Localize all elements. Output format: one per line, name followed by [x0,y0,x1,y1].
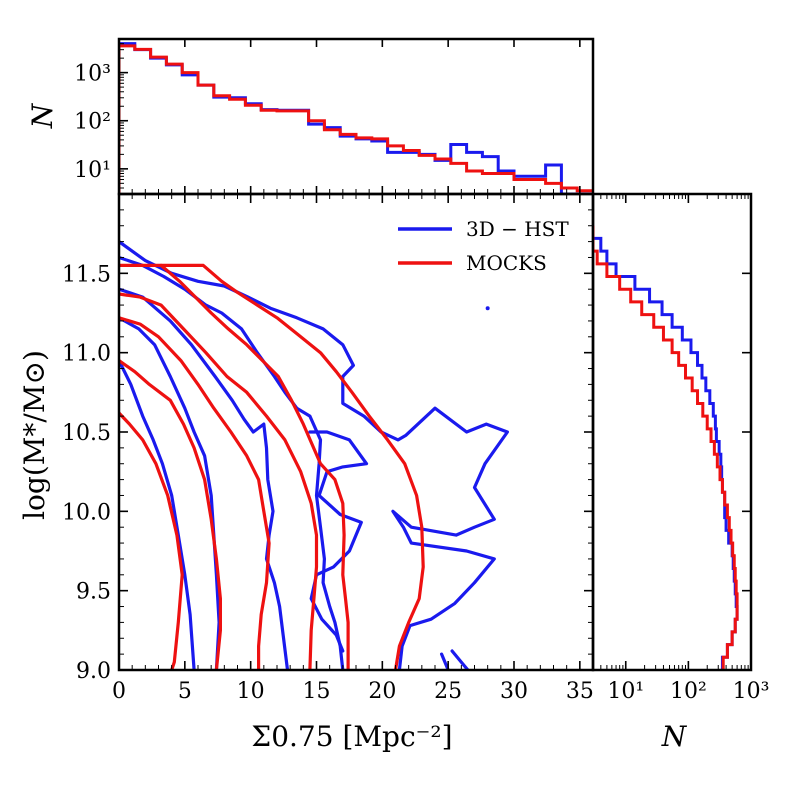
contour-mocks-3 [119,292,319,670]
top-y-axis-label: N [26,102,59,129]
legend-mocks-label: MOCKS [466,251,547,275]
contour-hst-4 [119,240,509,670]
main-x-axis-label: Σ0.75 [Mpc⁻²] [251,720,452,753]
contour-hst-3 [119,255,345,670]
contour-mocks-0 [119,411,184,670]
main-x-tick-label: 5 [178,679,192,704]
main-y-tick-label: 11.0 [62,342,111,367]
legend: 3D − HST MOCKS [398,217,569,275]
right-x-tick-label: 10³ [733,679,770,704]
contour-hst-0 [119,359,196,670]
contour-mocks-4 [119,263,350,670]
top-y-tick-label: 10¹ [74,158,111,183]
contour-hst-7 [440,652,450,670]
right-panel-frame [591,192,753,672]
right-x-tick-label: 10¹ [607,679,644,704]
main-x-tick-label: 15 [303,679,331,704]
right-histogram-panel: 10¹ 10² 10³ [591,192,770,704]
main-x-tick-label: 30 [500,679,528,704]
contour-hst-1 [119,316,221,670]
contour-mocks-2 [119,316,271,670]
top-hist-series-hst [119,42,593,194]
legend-hst-label: 3D − HST [466,217,569,241]
main-x-tick-label: 35 [566,679,594,704]
main-x-tick-label: 25 [434,679,462,704]
top-hist-series-mocks [119,44,593,194]
main-x-tick-label: 0 [112,679,126,704]
main-y-tick-label: 10.0 [62,500,111,525]
main-y-tick-label: 11.5 [62,262,111,287]
top-y-tick-label: 10² [74,110,111,135]
right-x-tick-label: 10² [670,679,707,704]
right-hist-series-mocks [593,225,739,670]
main-x-tick-label: 20 [368,679,396,704]
main-y-tick-label: 9.5 [76,580,111,605]
top-y-tick-label: 10³ [74,62,111,87]
contour-hst-6 [450,649,470,670]
top-histogram-panel: 10¹ 10² 10³ [74,37,595,196]
main-y-tick-label: 10.5 [62,421,111,446]
main-y-axis-label: log(M*/M⊙) [18,350,51,520]
hst-isolated-point [485,306,490,311]
contour-hst-5 [308,430,369,653]
top-panel-frame [117,37,595,196]
contour-mocks-5 [159,263,425,670]
main-x-tick-label: 10 [237,679,265,704]
contour-mocks-1 [119,359,222,670]
right-x-axis-label: N [661,720,688,753]
main-y-tick-label: 9.0 [76,659,111,684]
